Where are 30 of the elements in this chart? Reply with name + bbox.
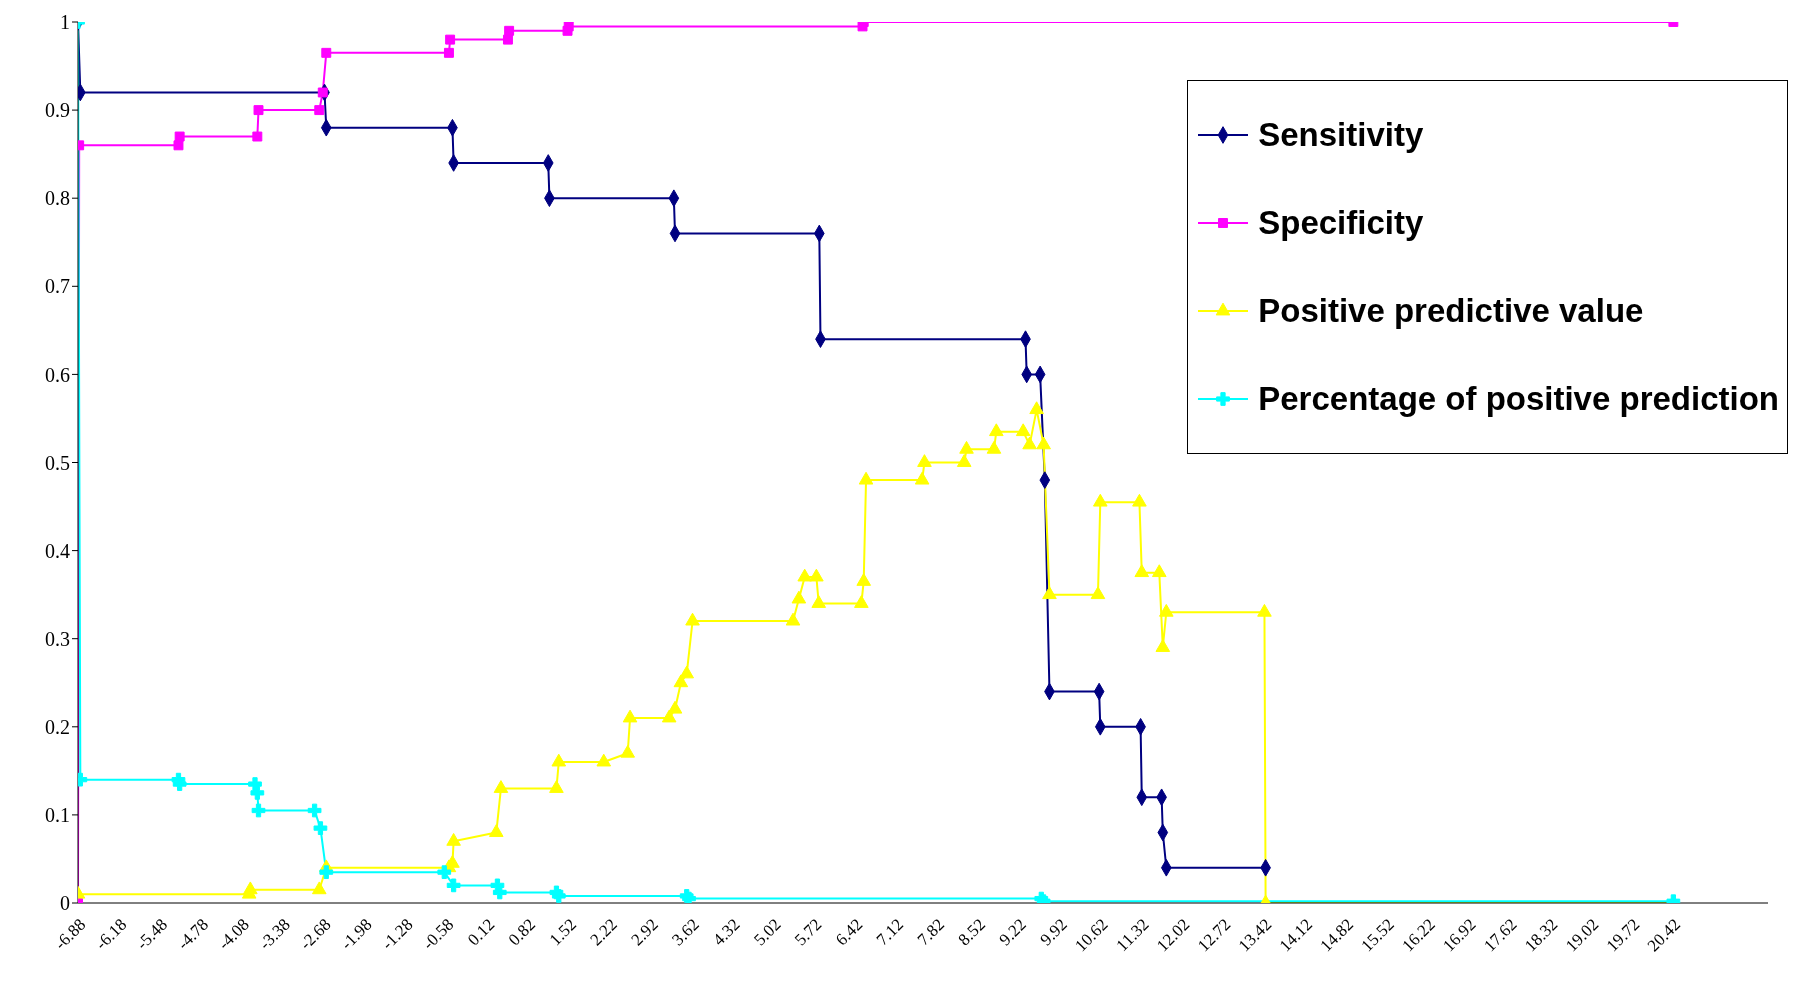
x-tick-label: 0.82 bbox=[504, 914, 540, 950]
x-tick-label: 5.72 bbox=[790, 914, 826, 950]
x-tick-label: 0.12 bbox=[463, 914, 499, 950]
y-tick-label: 0.1 bbox=[45, 804, 70, 826]
y-tick-label: 0.8 bbox=[45, 187, 70, 210]
x-tick-label: 2.92 bbox=[627, 914, 662, 950]
y-tick-label: 0.5 bbox=[45, 451, 70, 474]
x-tick-label: 5.02 bbox=[750, 914, 785, 950]
x-tick-label: 9.92 bbox=[1036, 914, 1071, 950]
x-tick-label: 7.82 bbox=[913, 914, 949, 950]
x-tick-label: 4.32 bbox=[709, 914, 744, 950]
x-tick-label: 8.52 bbox=[954, 914, 989, 950]
x-tick-label: 3.62 bbox=[668, 914, 703, 950]
y-tick-label: 0.6 bbox=[45, 363, 70, 386]
x-tick-label: 1.52 bbox=[545, 914, 581, 950]
legend-label: Specificity bbox=[1258, 204, 1424, 242]
y-tick-label: 0.7 bbox=[45, 275, 70, 298]
x-tick-label: 6.42 bbox=[831, 914, 867, 950]
y-tick-label: 1 bbox=[60, 11, 70, 34]
legend-label: Positive predictive value bbox=[1258, 292, 1644, 330]
x-tick-label: 9.22 bbox=[995, 914, 1030, 950]
legend-label: Sensitivity bbox=[1258, 116, 1424, 154]
x-tick-label: 7.12 bbox=[872, 914, 908, 950]
legend-label: Percentage of positive prediction bbox=[1258, 380, 1779, 418]
x-tick-label: 2.22 bbox=[586, 914, 621, 950]
y-tick-label: 0 bbox=[60, 892, 70, 915]
y-tick-label: 0.9 bbox=[45, 99, 70, 122]
y-tick-label: 0.4 bbox=[45, 539, 70, 562]
y-tick-label: 0.3 bbox=[45, 627, 70, 650]
y-tick-label: 0.2 bbox=[45, 715, 70, 738]
